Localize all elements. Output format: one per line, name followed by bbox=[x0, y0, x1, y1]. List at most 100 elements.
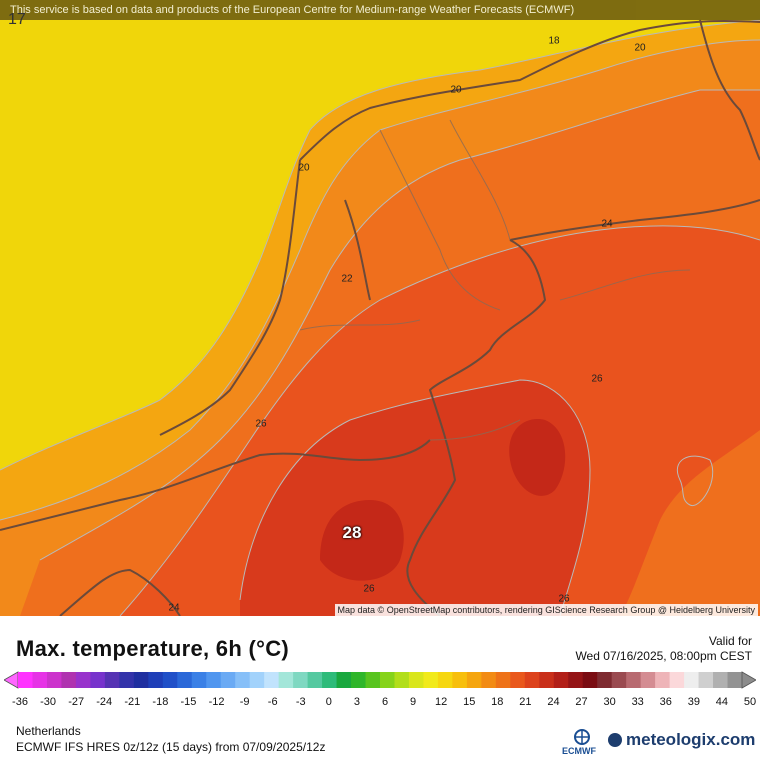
scale-tick-label: 27 bbox=[575, 696, 588, 708]
scale-cell bbox=[495, 672, 511, 688]
meteologix-logo-icon bbox=[608, 733, 622, 747]
contour-label: 24 bbox=[601, 218, 613, 230]
scale-cell bbox=[365, 672, 381, 688]
scale-cell bbox=[539, 672, 555, 688]
contour-label: 20 bbox=[298, 162, 310, 174]
scale-cell bbox=[278, 672, 294, 688]
scale-cell bbox=[322, 672, 338, 688]
contour-label: 26 bbox=[255, 418, 267, 430]
scale-cell bbox=[553, 672, 569, 688]
color-scale bbox=[4, 671, 756, 689]
scale-cell bbox=[568, 672, 584, 688]
ecmwf-disclaimer: This service is based on data and produc… bbox=[0, 0, 760, 20]
scale-left-arrow bbox=[4, 671, 19, 689]
scale-tick-label: 30 bbox=[603, 696, 616, 708]
scale-cell bbox=[640, 672, 656, 688]
scale-cell bbox=[437, 672, 453, 688]
scale-cell bbox=[177, 672, 193, 688]
scale-tick-label: -30 bbox=[40, 696, 57, 708]
scale-cell bbox=[713, 672, 729, 688]
scale-tick-label: -27 bbox=[68, 696, 85, 708]
scale-tick-label: 24 bbox=[547, 696, 560, 708]
scale-cell bbox=[626, 672, 642, 688]
scale-tick-label: -3 bbox=[295, 696, 306, 708]
scale-cell bbox=[698, 672, 714, 688]
scale-cell bbox=[90, 672, 106, 688]
scale-cell bbox=[206, 672, 222, 688]
scale-cell bbox=[351, 672, 367, 688]
scale-tick-label: 12 bbox=[435, 696, 448, 708]
valid-date: Wed 07/16/2025, 08:00pm CEST bbox=[575, 649, 752, 663]
scale-cell bbox=[727, 672, 743, 688]
corner-value: 17 bbox=[8, 11, 26, 28]
scale-cell bbox=[119, 672, 135, 688]
region-name: Netherlands bbox=[16, 724, 81, 738]
scale-cells bbox=[18, 672, 743, 688]
scale-cell bbox=[220, 672, 236, 688]
scale-cell bbox=[235, 672, 251, 688]
scale-tick-label: -15 bbox=[180, 696, 197, 708]
map-canvas bbox=[0, 0, 760, 616]
scale-tick-label: -9 bbox=[239, 696, 250, 708]
scale-cell bbox=[32, 672, 48, 688]
scale-cell bbox=[597, 672, 613, 688]
scale-cell bbox=[481, 672, 497, 688]
scale-cell bbox=[75, 672, 91, 688]
scale-cell bbox=[104, 672, 120, 688]
scale-cell bbox=[264, 672, 280, 688]
ecmwf-logo-icon bbox=[574, 729, 590, 745]
scale-cell bbox=[162, 672, 178, 688]
scale-right-arrow bbox=[741, 671, 756, 689]
scale-cell bbox=[669, 672, 685, 688]
scale-tick-label: 44 bbox=[715, 696, 729, 708]
scale-tick-label: -12 bbox=[208, 696, 225, 708]
scale-tick-label: 39 bbox=[687, 696, 700, 708]
meteologix-brand[interactable]: meteologix.com bbox=[626, 730, 756, 749]
scale-cell bbox=[380, 672, 395, 688]
scale-cell bbox=[394, 672, 410, 688]
scale-tick-label: 18 bbox=[491, 696, 504, 708]
scale-cell bbox=[510, 672, 526, 688]
model-info: ECMWF IFS HRES 0z/12z (15 days) from 07/… bbox=[16, 740, 326, 754]
scale-cell bbox=[423, 672, 439, 688]
scale-cell bbox=[249, 672, 265, 688]
max-value-label: 28 bbox=[342, 523, 362, 542]
scale-tick-label: 9 bbox=[410, 696, 417, 708]
scale-cell bbox=[46, 672, 62, 688]
scale-tick-label: 33 bbox=[631, 696, 644, 708]
scale-cell bbox=[655, 672, 671, 688]
scale-cell bbox=[133, 672, 149, 688]
scale-cell bbox=[191, 672, 207, 688]
scale-cell bbox=[148, 672, 164, 688]
scale-cell bbox=[18, 672, 33, 688]
ecmwf-logo-text: ECMWF bbox=[562, 746, 596, 756]
scale-tick-label: 3 bbox=[353, 696, 360, 708]
parameter-title: Max. temperature, 6h (°C) bbox=[16, 636, 290, 661]
scale-tick-label: 21 bbox=[519, 696, 532, 708]
contour-label: 20 bbox=[634, 42, 646, 54]
scale-tick-label: 36 bbox=[659, 696, 672, 708]
scale-cell bbox=[336, 672, 352, 688]
contour-label: 26 bbox=[558, 593, 570, 605]
contour-label: 24 bbox=[168, 602, 180, 614]
scale-cell bbox=[582, 672, 598, 688]
scale-tick-label: 6 bbox=[381, 696, 389, 708]
valid-label: Valid for bbox=[708, 634, 752, 648]
contour-label: 18 bbox=[548, 35, 560, 47]
contour-label: 26 bbox=[591, 373, 603, 385]
scale-cell bbox=[684, 672, 700, 688]
scale-tick-label: 15 bbox=[463, 696, 476, 708]
scale-tick-label: 50 bbox=[743, 696, 757, 708]
scale-cell bbox=[466, 672, 482, 688]
scale-tick-label: -21 bbox=[124, 696, 141, 708]
scale-tick-label: -6 bbox=[267, 696, 278, 708]
scale-cell bbox=[61, 672, 77, 688]
contour-label: 20 bbox=[450, 84, 462, 96]
scale-tick-label: 0 bbox=[325, 696, 332, 708]
scale-cell bbox=[611, 672, 627, 688]
scale-tick-label: -18 bbox=[152, 696, 169, 708]
scale-cell bbox=[293, 672, 309, 688]
scale-ticks: -36 -30 -27 -24 -21 -18 -15 -12 -9 -6 -3 0 3 6 9 12 15 18… bbox=[12, 696, 757, 710]
scale-cell bbox=[408, 672, 424, 688]
temperature-map[interactable]: This service is based on data and produc… bbox=[0, 0, 760, 616]
